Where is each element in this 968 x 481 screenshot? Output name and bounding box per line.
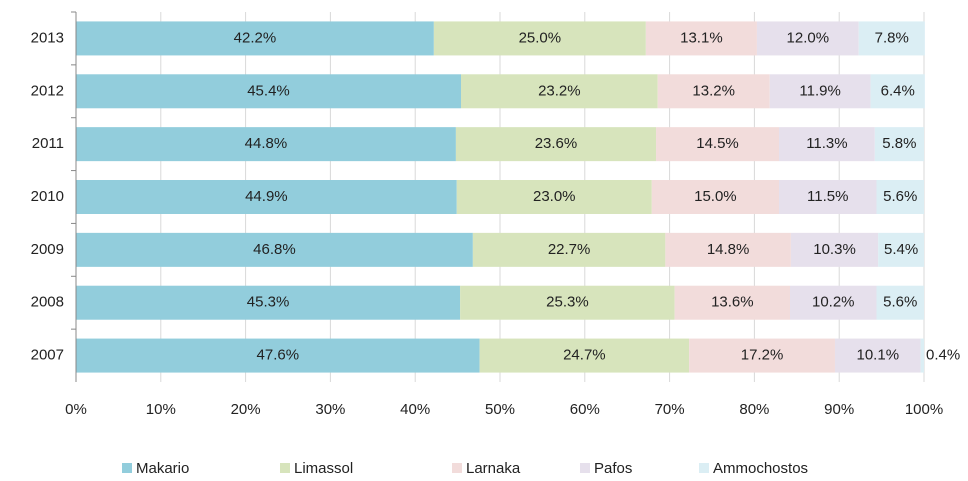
bar-segment: [460, 285, 675, 320]
x-tick-label: 0%: [65, 401, 87, 418]
legend-swatch: [699, 463, 709, 473]
data-label: 45.3%: [247, 294, 290, 311]
data-label: 44.9%: [245, 188, 288, 205]
data-label: 5.4%: [884, 241, 918, 258]
bar-segment: [756, 21, 859, 56]
data-label: 13.1%: [680, 29, 723, 46]
bar-segment: [433, 21, 646, 56]
legend-swatch: [452, 463, 462, 473]
bar-segment: [76, 21, 434, 56]
data-label: 0.4%: [926, 347, 960, 364]
legend-label: Larnaka: [466, 460, 521, 477]
y-tick-label: 2008: [31, 294, 64, 311]
bar-segment: [76, 232, 473, 267]
x-tick-label: 30%: [315, 401, 345, 418]
bar-segment: [651, 180, 779, 214]
data-label: 14.8%: [707, 241, 750, 258]
bar-segment: [76, 338, 480, 373]
legend-label: Ammochostos: [713, 460, 808, 477]
bar-segment: [645, 21, 757, 56]
bar-segment: [790, 285, 877, 320]
bar-segment: [834, 338, 921, 373]
bar-segment: [870, 74, 925, 109]
data-label: 46.8%: [253, 241, 296, 258]
x-tick-label: 90%: [824, 401, 854, 418]
x-tick-label: 10%: [146, 401, 176, 418]
legend-label: Pafos: [594, 460, 632, 477]
data-label: 10.2%: [812, 294, 855, 311]
data-label: 5.8%: [882, 135, 916, 152]
x-tick-label: 20%: [231, 401, 261, 418]
data-label: 23.2%: [538, 82, 581, 99]
data-label: 11.5%: [807, 188, 848, 205]
bar-segment: [460, 74, 658, 109]
bar-segment: [674, 285, 791, 320]
legend-swatch: [122, 463, 132, 473]
legend-swatch: [280, 463, 290, 473]
bar-segment: [665, 232, 791, 267]
bar-segment: [455, 127, 657, 162]
data-label: 15.0%: [694, 188, 737, 205]
legend-label: Makario: [136, 460, 189, 477]
bar-segment: [656, 127, 779, 162]
data-label: 12.0%: [787, 29, 830, 46]
x-tick-label: 40%: [400, 401, 430, 418]
bar-segment: [76, 127, 456, 162]
data-label: 17.2%: [741, 347, 784, 364]
bar-segment: [769, 74, 871, 109]
data-label: 23.0%: [533, 188, 576, 205]
data-label: 14.5%: [696, 135, 739, 152]
data-label: 11.9%: [799, 82, 840, 99]
bar-segment: [778, 127, 875, 162]
bar-segment: [76, 180, 457, 214]
data-label: 10.3%: [813, 241, 856, 258]
x-tick-label: 80%: [739, 401, 769, 418]
data-label: 45.4%: [247, 82, 290, 99]
y-tick-label: 2010: [31, 188, 64, 205]
y-tick-label: 2013: [31, 29, 64, 46]
data-label: 44.8%: [245, 135, 288, 152]
x-tick-label: 50%: [485, 401, 515, 418]
legend-swatch: [580, 463, 590, 473]
data-label: 25.3%: [546, 294, 589, 311]
y-tick-label: 2009: [31, 241, 64, 258]
y-tick-label: 2007: [31, 347, 64, 364]
bar-segment: [76, 285, 461, 320]
x-tick-label: 70%: [655, 401, 685, 418]
bar-segment: [876, 180, 924, 214]
data-label: 42.2%: [234, 29, 277, 46]
y-tick-label: 2012: [31, 82, 64, 99]
bar-segment: [858, 21, 925, 56]
bar-segment: [472, 232, 666, 267]
x-tick-label: 60%: [570, 401, 600, 418]
data-label: 7.8%: [875, 29, 909, 46]
bar-segment: [920, 338, 924, 373]
y-tick-label: 2011: [32, 135, 64, 152]
bar-segment: [76, 74, 461, 109]
data-label: 13.6%: [711, 294, 754, 311]
data-label: 24.7%: [563, 347, 606, 364]
data-label: 11.3%: [806, 135, 847, 152]
bar-segment: [790, 232, 879, 267]
bar-segment: [878, 232, 924, 267]
bar-segment: [479, 338, 690, 373]
bar-segment: [657, 74, 770, 109]
data-label: 10.1%: [857, 347, 900, 364]
data-label: 25.0%: [519, 29, 562, 46]
data-label: 47.6%: [257, 347, 300, 364]
bar-segment: [876, 285, 924, 320]
data-label: 13.2%: [692, 82, 735, 99]
bar-segment: [456, 180, 652, 214]
bar-segment: [778, 180, 877, 214]
data-label: 22.7%: [548, 241, 591, 258]
data-label: 5.6%: [883, 188, 917, 205]
bar-segment: [689, 338, 835, 373]
data-label: 5.6%: [883, 294, 917, 311]
legend-label: Limassol: [294, 460, 353, 477]
data-label: 23.6%: [535, 135, 578, 152]
x-tick-label: 100%: [905, 401, 943, 418]
data-label: 6.4%: [881, 82, 915, 99]
bar-segment: [874, 127, 924, 162]
